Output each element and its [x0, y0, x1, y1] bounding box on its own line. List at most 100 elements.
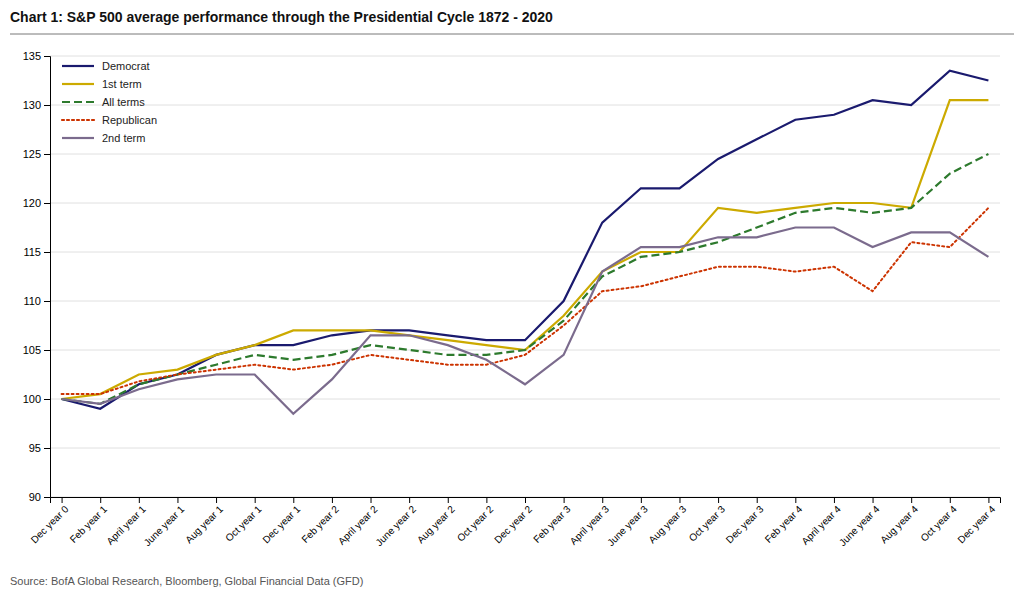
x-tick-label: Feb year 3 — [531, 503, 573, 545]
y-tick-label: 115 — [23, 246, 41, 258]
x-tick-label: Aug year 1 — [183, 503, 225, 545]
y-tick: 110 — [23, 295, 50, 307]
x-tick-mark — [602, 497, 603, 503]
x-tick-mark — [679, 497, 680, 503]
x-tick-mark — [564, 497, 565, 503]
legend-item: 2nd term — [62, 132, 145, 144]
legend: Democrat1st termAll termsRepublican2nd t… — [62, 60, 157, 144]
x-tick-mark — [525, 497, 526, 503]
y-tick: 125 — [23, 148, 50, 160]
x-tick: Oct year 3 — [687, 497, 728, 544]
x-tick-label: Dec year 1 — [260, 503, 302, 545]
x-tick: Aug year 3 — [646, 497, 688, 545]
x-tick-mark — [216, 497, 217, 503]
chart: Chart 1: S&P 500 average performance thr… — [0, 0, 1024, 593]
x-tick: Dec year 3 — [724, 497, 766, 545]
x-tick-mark — [834, 497, 835, 503]
x-tick-label: Oct year 2 — [455, 503, 496, 544]
x-tick-label: Oct year 4 — [918, 503, 959, 544]
series-line — [62, 154, 989, 404]
x-tick: Feb year 4 — [763, 497, 805, 545]
x-tick: Aug year 2 — [415, 497, 457, 545]
x-tick-label: June year 4 — [837, 503, 882, 548]
y-tick: 95 — [29, 442, 50, 454]
x-tick-mark — [100, 497, 101, 503]
x-tick: Dec year 4 — [955, 497, 997, 545]
x-tick-label: Dec year 0 — [29, 503, 71, 545]
x-tick: June year 3 — [605, 497, 650, 548]
x-tick-label: Feb year 4 — [763, 503, 805, 545]
x-tick-label: Feb year 2 — [299, 503, 341, 545]
y-tick: 120 — [23, 197, 50, 209]
y-tick-mark — [44, 448, 50, 449]
x-tick-mark — [332, 497, 333, 503]
lines — [62, 71, 989, 414]
grid-line — [50, 56, 1000, 57]
y-tick-label: 105 — [23, 344, 41, 356]
x-tick-label: Dec year 2 — [492, 503, 534, 545]
y-tick-mark — [44, 497, 50, 498]
x-tick: Aug year 4 — [878, 497, 920, 545]
x-tick-mark — [486, 497, 487, 503]
x-tick-mark — [409, 497, 410, 503]
legend-swatch — [62, 137, 94, 139]
legend-swatch — [62, 119, 94, 121]
grid-line — [50, 301, 1000, 302]
grid-line — [50, 399, 1000, 400]
x-tick: June year 4 — [837, 497, 882, 548]
y-tick-label: 120 — [23, 197, 41, 209]
series-line — [62, 228, 989, 414]
x-tick: Oct year 2 — [455, 497, 496, 544]
legend-item: Republican — [62, 114, 157, 126]
y-tick-mark — [44, 154, 50, 155]
x-tick: June year 2 — [373, 497, 418, 548]
legend-swatch — [62, 65, 94, 67]
x-tick-mark — [371, 497, 372, 503]
x-tick: Feb year 2 — [299, 497, 341, 545]
y-tick-mark — [44, 301, 50, 302]
x-tick: Oct year 4 — [918, 497, 959, 544]
series-line — [62, 71, 989, 409]
y-tick-label: 100 — [23, 393, 41, 405]
x-tick-mark — [62, 497, 63, 503]
x-tick-label: Aug year 4 — [878, 503, 920, 545]
plot-area: 9095100105110115120125130135Dec year 0Fe… — [23, 50, 1001, 548]
y-tick: 105 — [23, 344, 50, 356]
legend-item: All terms — [62, 96, 145, 108]
y-tick-mark — [44, 203, 50, 204]
x-tick-label: June year 1 — [142, 503, 187, 548]
x-tick-mark — [177, 497, 178, 503]
y-tick-mark — [44, 105, 50, 106]
x-tick-mark — [139, 497, 140, 503]
y-tick: 100 — [23, 393, 50, 405]
y-tick-mark — [44, 56, 50, 57]
x-tick-mark — [950, 497, 951, 503]
y-tick-label: 90 — [29, 491, 41, 503]
x-tick-label: Feb year 1 — [68, 503, 110, 545]
legend-label: 2nd term — [102, 132, 145, 144]
x-tick: Feb year 1 — [68, 497, 110, 545]
x-tick: Dec year 1 — [260, 497, 302, 545]
y-tick: 90 — [29, 491, 50, 503]
x-tick-mark — [911, 497, 912, 503]
x-tick-mark — [873, 497, 874, 503]
y-tick-label: 125 — [23, 148, 41, 160]
x-tick: Dec year 0 — [29, 497, 71, 545]
y-tick-mark — [44, 350, 50, 351]
x-tick-mark — [718, 497, 719, 503]
legend-swatch — [62, 101, 94, 103]
x-tick-mark — [293, 497, 294, 503]
x-tick-label: Aug year 2 — [415, 503, 457, 545]
x-tick-mark — [255, 497, 256, 503]
x-tick-mark — [795, 497, 796, 503]
y-axis-line — [44, 57, 51, 498]
y-tick: 115 — [23, 246, 50, 258]
y-axis: 9095100105110115120125130135 — [23, 50, 51, 503]
y-tick: 130 — [23, 99, 50, 111]
x-tick-mark — [641, 497, 642, 503]
annotation: Source: BofA Global Research, Bloomberg,… — [10, 575, 363, 587]
x-tick-label: Oct year 3 — [687, 503, 728, 544]
grid-line — [50, 448, 1000, 449]
x-tick: Feb year 3 — [531, 497, 573, 545]
legend-item: Democrat — [62, 60, 150, 72]
